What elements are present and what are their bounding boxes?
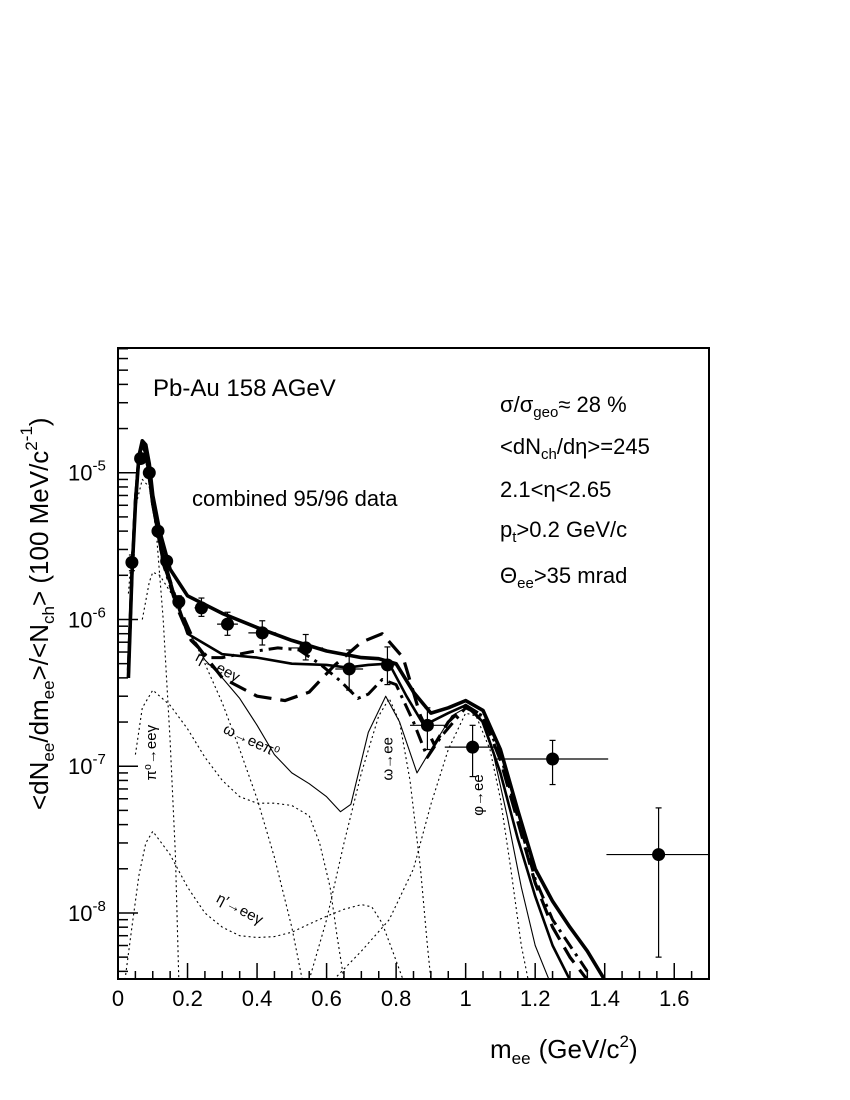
x-tick-label: 1.2 <box>520 986 551 1011</box>
process-annotation: ω→eeπ⁰ <box>221 721 282 762</box>
data-point <box>160 554 174 568</box>
x-tick-label: 0.8 <box>381 986 412 1011</box>
y-axis-title: <dNee/dmee>/<Nch> (100 MeV/c2-1) <box>17 417 58 810</box>
curve-omega-dalitz <box>134 689 345 979</box>
cut-centrality: σ/σgeo≈ 28 % <box>500 392 627 421</box>
data-point <box>466 740 480 754</box>
data-point <box>299 641 313 655</box>
process-annotation: π⁰→eeγ <box>143 724 160 780</box>
cuts-legend: σ/σgeo≈ 28 % <dNch/dη>=245 2.1<η<2.65 pt… <box>500 392 650 592</box>
data-points-group <box>125 452 709 958</box>
y-tick-label: 10-5 <box>68 458 106 486</box>
chart-title: Pb-Au 158 AGeV <box>153 375 336 402</box>
data-point <box>172 595 186 609</box>
cut-opening-angle: Θee>35 mrad <box>500 563 627 592</box>
process-annotation: ω→ee <box>380 737 397 780</box>
process-annotation: φ→ee <box>470 774 487 815</box>
curve-etaprime-dalitz <box>124 830 404 979</box>
data-point <box>255 626 269 640</box>
x-tick-label: 0.2 <box>172 986 203 1011</box>
dataset-label: combined 95/96 data <box>192 486 398 511</box>
data-point <box>194 601 208 615</box>
data-point <box>546 752 560 766</box>
data-point <box>221 617 235 631</box>
data-point <box>134 452 148 466</box>
data-point <box>380 658 394 672</box>
data-point <box>151 524 165 538</box>
curve-thin-sum <box>127 444 550 979</box>
curve-omega-peak <box>308 697 432 979</box>
cut-pt: pt>0.2 GeV/c <box>500 517 627 546</box>
curve-thick-solid <box>126 439 607 979</box>
curve-phi-peak <box>333 712 529 979</box>
x-tick-label: 1 <box>460 986 472 1011</box>
x-tick-label: 0.4 <box>242 986 273 1011</box>
y-tick-label: 10-8 <box>68 898 106 926</box>
y-tick-label: 10-7 <box>68 751 106 779</box>
cut-multiplicity: <dNch/dη>=245 <box>500 434 650 463</box>
curves-group <box>124 439 607 979</box>
cut-rapidity: 2.1<η<2.65 <box>500 477 611 502</box>
x-tick-label: 1.4 <box>589 986 620 1011</box>
y-tick-label: 10-6 <box>68 604 106 632</box>
process-annotation: η′→eeγ <box>213 890 266 929</box>
plot-area: 0 0.2 0.4 0.6 0.8 1 1.2 1.4 1.6 10-8 10-7 10-6 10-5 η… <box>68 347 710 1011</box>
data-point <box>125 555 139 569</box>
data-point <box>652 848 666 862</box>
data-point <box>342 662 356 676</box>
x-tick-label: 1.6 <box>659 986 690 1011</box>
curve-eta-dalitz <box>141 571 303 979</box>
x-tick-label: 0.6 <box>311 986 342 1011</box>
x-tick-label: 0 <box>112 986 124 1011</box>
x-axis-title: mee (GeV/c2) <box>490 1032 638 1068</box>
data-point <box>420 718 434 732</box>
process-annotation: η→eeγ <box>193 648 243 686</box>
data-point <box>142 466 156 480</box>
